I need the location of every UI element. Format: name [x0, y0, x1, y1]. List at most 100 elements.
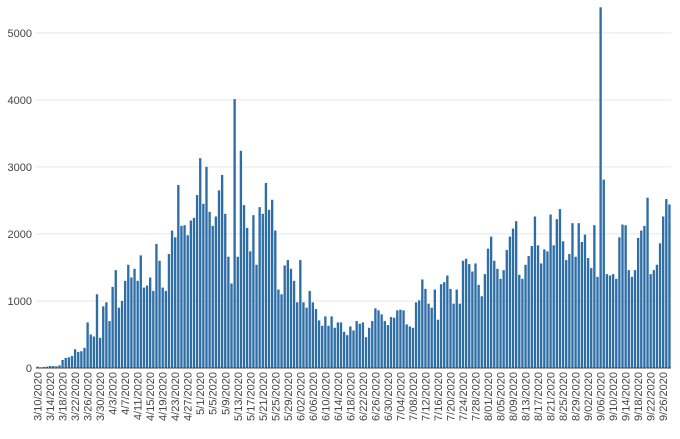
- bar: [364, 337, 368, 368]
- x-tick-label: 5/5/2020: [208, 372, 220, 415]
- bar: [430, 307, 433, 368]
- bar: [230, 283, 233, 368]
- bar: [117, 307, 121, 368]
- bar: [142, 287, 146, 368]
- bar: [283, 265, 286, 368]
- x-tick-label: 7/16/2020: [433, 372, 445, 421]
- bar: [583, 234, 587, 368]
- bar: [565, 260, 568, 368]
- bar: [302, 302, 305, 368]
- x-tick-label: 7/04/2020: [395, 372, 407, 421]
- bar: [164, 290, 167, 368]
- bar: [317, 320, 321, 368]
- bar: [177, 184, 180, 368]
- bar: [414, 302, 418, 368]
- bar: [555, 219, 558, 368]
- bar: [602, 179, 605, 368]
- y-tick-label: 3000: [8, 162, 32, 174]
- bar: [443, 282, 446, 368]
- bar: [505, 250, 508, 368]
- bar: [540, 263, 543, 368]
- bar: [161, 287, 164, 368]
- bar: [568, 254, 571, 368]
- x-tick-label: 6/06/2020: [308, 372, 320, 421]
- bar: [352, 330, 355, 368]
- x-tick-label: 4/11/2020: [133, 372, 145, 420]
- bar: [214, 216, 218, 368]
- x-tick-label: 7/08/2020: [408, 372, 420, 421]
- bar: [261, 213, 264, 368]
- bar: [92, 336, 96, 368]
- x-tick-label: 3/10/2020: [33, 372, 45, 421]
- bar: [95, 294, 99, 368]
- bar: [245, 227, 249, 368]
- bar: [292, 280, 296, 368]
- y-axis-tick-labels: 0 1000 2000 3000 4000 5000: [8, 28, 32, 375]
- bar: [646, 197, 649, 368]
- bar: [42, 366, 45, 368]
- bar: [342, 331, 346, 368]
- bar: [496, 268, 499, 368]
- bar: [418, 300, 421, 368]
- bar: [571, 223, 574, 368]
- bar: [615, 278, 618, 368]
- bar: [308, 290, 311, 368]
- x-tick-label: 6/22/2020: [358, 372, 370, 421]
- bar: [658, 243, 662, 368]
- x-tick-label: 9/18/2020: [633, 372, 645, 421]
- bar: [649, 274, 652, 368]
- bar: [58, 365, 61, 368]
- bar: [489, 236, 493, 368]
- bar: [155, 243, 158, 368]
- y-tick-label: 1000: [8, 296, 32, 308]
- bar: [474, 263, 477, 368]
- x-tick-label: 8/29/2020: [571, 372, 583, 421]
- bar: [208, 211, 211, 368]
- bar: [286, 260, 289, 368]
- bar: [521, 278, 524, 368]
- bar: [114, 270, 117, 368]
- bar: [502, 270, 505, 368]
- bar: [427, 303, 430, 368]
- bar: [464, 258, 468, 368]
- bar: [296, 302, 299, 368]
- bar: [314, 309, 318, 368]
- bar: [552, 245, 555, 368]
- bar: [380, 314, 383, 368]
- bar: [558, 209, 562, 368]
- x-tick-label: 5/9/2020: [220, 372, 232, 415]
- bar: [618, 237, 621, 368]
- bar: [392, 317, 396, 368]
- bar: [70, 355, 74, 368]
- bar: [452, 303, 455, 368]
- bar: [533, 216, 537, 368]
- bar: [189, 220, 193, 368]
- bar: [374, 308, 377, 368]
- bar: [280, 294, 283, 368]
- bar: [611, 274, 615, 368]
- bar: [55, 366, 58, 368]
- bar: [183, 225, 186, 368]
- y-tick-label: 0: [26, 363, 32, 375]
- bar: [468, 264, 471, 368]
- bar: [433, 289, 437, 368]
- bar: [89, 334, 92, 368]
- bar: [599, 7, 602, 369]
- bar: [86, 322, 89, 368]
- bar: [333, 327, 336, 368]
- bar: [339, 322, 343, 368]
- y-tick-label: 4000: [8, 95, 32, 107]
- bar: [405, 324, 408, 368]
- bar: [643, 225, 646, 368]
- bar: [662, 216, 665, 368]
- bar: [486, 248, 490, 368]
- bar: [543, 249, 546, 368]
- bars: [36, 7, 671, 369]
- bar: [127, 264, 130, 368]
- bar: [371, 321, 374, 368]
- bar: [458, 303, 462, 368]
- bar: [621, 224, 624, 368]
- x-tick-label: 7/28/2020: [471, 372, 483, 421]
- bar: [174, 237, 177, 368]
- bar: [108, 321, 111, 368]
